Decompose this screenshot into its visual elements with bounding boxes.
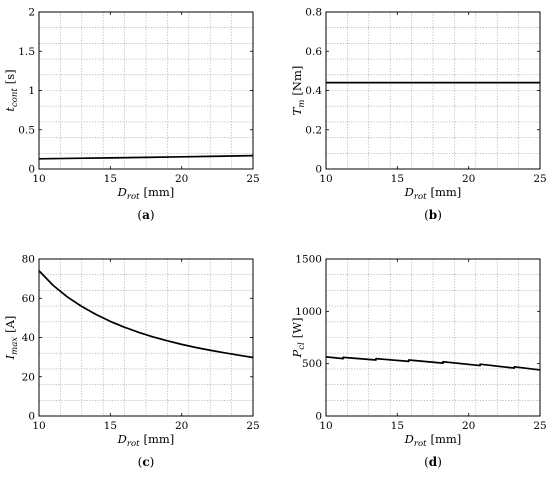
panel-d-caption: (d) (424, 455, 442, 469)
y-tick-label: 80 (22, 254, 35, 266)
x-tick-label: 15 (104, 420, 117, 432)
panel-c: 10 15 20 25 0 20 40 60 80 Drot [mm] Imax[A] (c) (3, 254, 260, 470)
x-tick-label: 10 (32, 173, 45, 185)
panel-c-y-axis-label: Imax[A] (3, 316, 20, 361)
y-tick-label: 60 (22, 293, 35, 305)
y-tick-label: 20 (22, 371, 35, 383)
x-tick-label: 15 (391, 420, 404, 432)
panel-b-y-axis-label: Tm[Nm] (290, 66, 307, 116)
panel-c-ticks: 10 15 20 25 0 20 40 60 80 (22, 254, 260, 433)
x-tick-label: 20 (175, 420, 188, 432)
x-tick-label: 20 (462, 420, 475, 432)
panel-d-x-axis-label: Drot [mm] (404, 432, 462, 449)
panel-d-series (325, 356, 541, 371)
y-tick-label: 40 (22, 332, 35, 344)
panel-a-y-axis-label: tcont[s] (3, 69, 20, 111)
y-tick-label: 500 (302, 358, 322, 370)
panel-d: 10 15 20 25 0 500 1000 1500 Drot [mm] Pcl[W] (d) (290, 254, 547, 470)
x-tick-label: 25 (533, 173, 546, 185)
y-tick-label: 1000 (295, 306, 322, 318)
x-tick-label: 20 (462, 173, 475, 185)
y-tick-label: 0.2 (305, 124, 322, 136)
x-tick-label: 10 (319, 173, 332, 185)
panel-a-series-line-0 (38, 154, 254, 160)
panel-a-grid (39, 12, 253, 169)
y-tick-label: 1.5 (18, 46, 35, 58)
panel-c-series-line-0 (38, 270, 254, 359)
y-tick-label: 0.8 (305, 7, 322, 19)
x-tick-label: 10 (319, 420, 332, 432)
y-tick-label: 0 (28, 411, 35, 423)
y-tick-label: 2 (28, 7, 35, 19)
x-tick-label: 25 (246, 173, 259, 185)
panel-b: 10 15 20 25 0 0.2 0.4 0.6 0.8 Drot [mm] Tm[Nm] (b… (290, 7, 547, 223)
panel-a-ticks: 10 15 20 25 0 0.5 1 1.5 2 (18, 7, 259, 186)
panel-a-series (38, 154, 254, 160)
panel-c-grid (39, 259, 253, 416)
panel-c-x-axis-label: Drot [mm] (117, 432, 175, 449)
panel-d-ticks: 10 15 20 25 0 500 1000 1500 (295, 254, 546, 433)
panel-c-caption: (c) (138, 455, 155, 469)
panel-d-series-line-0 (325, 356, 541, 371)
x-tick-label: 25 (246, 420, 259, 432)
x-tick-label: 15 (391, 173, 404, 185)
panel-d-y-axis-label: Pcl[W] (290, 317, 307, 358)
panel-b-caption: (b) (424, 208, 442, 222)
x-tick-label: 10 (32, 420, 45, 432)
y-tick-label: 0.6 (305, 46, 322, 58)
y-tick-label: 1500 (295, 254, 322, 266)
panel-a-x-axis-label: Drot [mm] (117, 185, 175, 202)
x-tick-label: 25 (533, 420, 546, 432)
panel-d-grid (326, 259, 540, 416)
y-tick-label: 0 (315, 164, 322, 176)
y-tick-label: 0.5 (18, 124, 35, 136)
panel-a-caption: (a) (137, 208, 154, 222)
x-tick-label: 15 (104, 173, 117, 185)
y-tick-label: 0 (315, 411, 322, 423)
panel-b-x-axis-label: Drot [mm] (404, 185, 462, 202)
panel-d-frame (325, 258, 541, 417)
panel-b-ticks: 10 15 20 25 0 0.2 0.4 0.6 0.8 (305, 7, 546, 186)
y-tick-label: 1 (28, 85, 35, 97)
y-tick-label: 0 (28, 164, 35, 176)
panel-b-grid (326, 12, 540, 169)
x-tick-label: 20 (175, 173, 188, 185)
panel-a: 10 15 20 25 0 0.5 1 1.5 2 Drot [mm] tcont[s] (a) (3, 7, 260, 223)
y-tick-label: 0.4 (305, 85, 322, 97)
panel-c-series (38, 270, 254, 359)
